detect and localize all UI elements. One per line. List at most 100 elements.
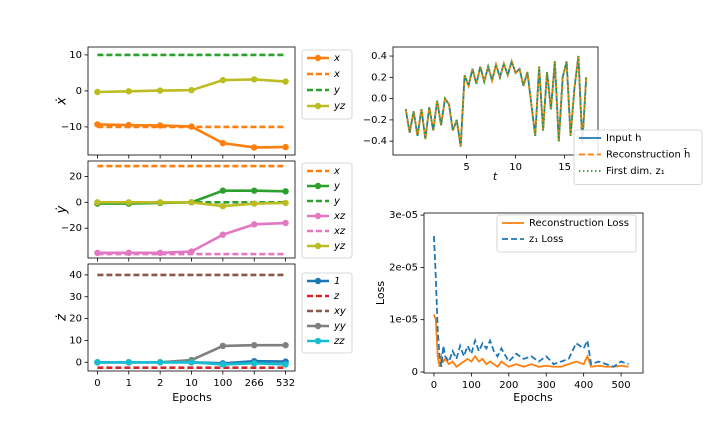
y-tick-label: 0 — [76, 197, 82, 208]
series-point — [94, 88, 101, 96]
legend-label: xz — [333, 226, 346, 237]
legend-marker — [314, 54, 322, 62]
y-axis-label: ż — [55, 313, 70, 322]
y-tick-label: 0.4 — [371, 51, 387, 62]
series-point — [219, 342, 227, 350]
series-point — [156, 359, 164, 366]
series-point — [282, 342, 289, 349]
x-tick-label: 2 — [157, 378, 163, 389]
x-tick-label: 200 — [499, 380, 518, 391]
legend-label: y — [333, 85, 341, 96]
legend-label: yz — [333, 101, 346, 112]
series-point — [219, 76, 227, 84]
x-tick-label: 100 — [213, 378, 232, 389]
y-tick-label: 0 — [76, 357, 82, 368]
series-line — [433, 235, 629, 368]
y-axis-label: Loss — [374, 281, 387, 305]
series-point — [219, 231, 227, 238]
axes-frame — [87, 46, 296, 156]
series-point — [251, 221, 258, 228]
series-point — [94, 359, 101, 366]
series-point — [125, 199, 132, 206]
x-tick-label: 0 — [94, 378, 100, 389]
legend-box — [301, 49, 353, 120]
series-point — [125, 88, 132, 95]
series-point — [282, 143, 289, 151]
legend-label: z — [333, 291, 340, 302]
series-point — [94, 199, 101, 206]
legend-box — [301, 272, 353, 354]
series-point — [282, 361, 289, 368]
y-tick-label: −0.4 — [363, 136, 387, 147]
series-point — [251, 76, 258, 83]
series-point — [188, 199, 195, 206]
legend-box — [496, 214, 637, 253]
legend-marker — [314, 212, 322, 220]
y-tick-label: 0.0 — [371, 94, 387, 105]
legend-label: First dim. z₁ — [606, 166, 665, 177]
y-tick-label: 0 — [412, 367, 418, 378]
axes-frame — [87, 263, 296, 372]
legend-marker — [314, 242, 322, 250]
series-line — [404, 55, 588, 147]
y-tick-label: 0 — [76, 86, 82, 97]
y-tick-label: 20 — [69, 314, 82, 325]
y-tick-label: −0.2 — [363, 115, 387, 126]
legend-marker — [314, 322, 322, 330]
series-point — [251, 360, 258, 367]
y-tick-label: 40 — [69, 270, 82, 281]
x-axis-label: Epochs — [513, 391, 553, 404]
legend-label: z₁ Loss — [529, 234, 563, 245]
series-point — [251, 200, 258, 207]
legend-label: x — [333, 166, 340, 177]
legend-label: yy — [333, 321, 347, 332]
series-point — [156, 87, 164, 94]
series-point — [282, 199, 289, 207]
legend-label: yz — [333, 241, 346, 252]
y-tick-label: 30 — [69, 292, 82, 303]
legend-label: x — [333, 69, 340, 80]
y-tick-label: 1e-05 — [389, 315, 418, 326]
y-axis-label: ẋ — [55, 97, 70, 106]
legend-label: xy — [333, 306, 347, 317]
legend-label: y — [333, 196, 341, 207]
y-tick-label: −20 — [61, 223, 82, 234]
series-point — [251, 144, 258, 151]
series-point — [188, 359, 195, 366]
y-tick-label: 10 — [69, 50, 82, 61]
x-axis-label: t — [493, 170, 498, 183]
y-tick-label: 20 — [69, 171, 82, 182]
legend-label: Reconstruction h̄ — [606, 148, 690, 161]
legend-label: 1 — [334, 276, 340, 287]
x-tick-label: 10 — [185, 378, 198, 389]
series-point — [219, 202, 227, 210]
y-tick-label: 2e-05 — [389, 262, 418, 273]
axes-frame — [87, 160, 296, 259]
series-point — [282, 188, 289, 195]
y-tick-label: 10 — [69, 335, 82, 346]
series-line — [433, 314, 629, 369]
x-tick-label: 10 — [509, 162, 522, 173]
legend-marker — [314, 337, 322, 345]
series-point — [251, 342, 258, 349]
series-point — [282, 219, 289, 227]
y-tick-label: 0.2 — [371, 72, 387, 83]
legend-label: Reconstruction Loss — [529, 218, 629, 229]
legend-label: y — [333, 181, 341, 192]
y-axis-label: ẏ — [55, 205, 70, 214]
series-point — [156, 199, 164, 206]
x-tick-label: 5 — [463, 162, 469, 173]
axes-frame — [392, 46, 599, 156]
legend-marker — [314, 277, 322, 285]
x-tick-label: 400 — [574, 380, 593, 391]
legend-marker — [314, 102, 322, 110]
legend-label: x — [333, 53, 340, 64]
series-point — [125, 359, 132, 366]
series-point — [282, 78, 289, 85]
x-tick-label: 500 — [612, 380, 631, 391]
x-tick-label: 266 — [245, 378, 264, 389]
x-axis-label: Epochs — [172, 391, 212, 404]
x-tick-label: 1 — [126, 378, 132, 389]
axes-frame — [423, 212, 644, 374]
